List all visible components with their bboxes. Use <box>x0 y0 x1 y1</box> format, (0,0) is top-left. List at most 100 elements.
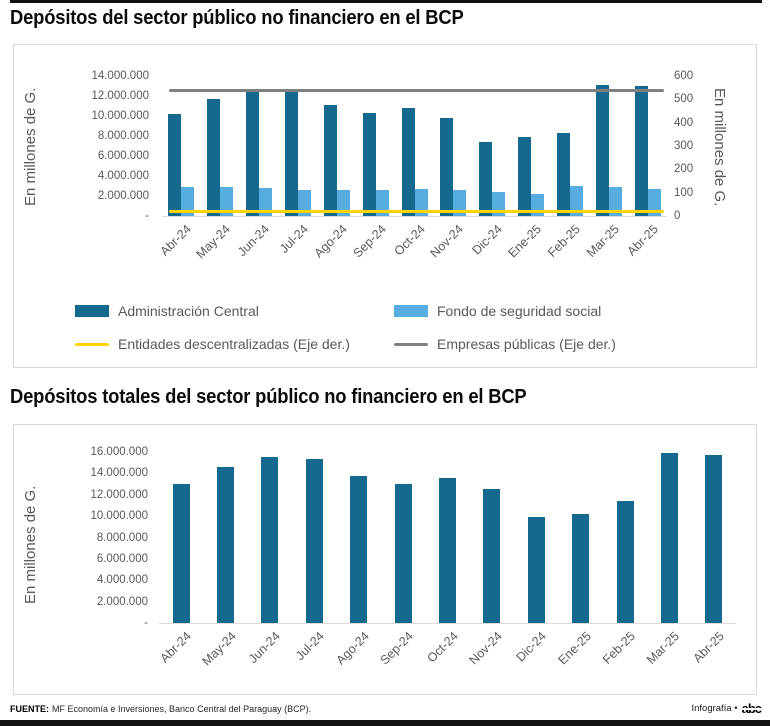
chart1-title: Depósitos del sector público no financie… <box>10 7 464 29</box>
y-axis-tick: 16.000.000 <box>90 446 148 458</box>
x-axis-label: Dic-24 <box>513 629 550 665</box>
bar-depositos-totales <box>172 484 190 623</box>
bar-depositos-totales <box>394 484 412 623</box>
legend-swatch-entidades-descentralizadas-eje-der <box>75 342 109 346</box>
bar-depositos-totales <box>350 476 368 623</box>
bar-administracion-central <box>634 86 648 216</box>
bar-fondo-de-seguridad-social <box>220 187 234 216</box>
x-axis-label: Abr-25 <box>690 629 727 666</box>
source-note: FUENTE: MF Economía e Inversiones, Banco … <box>10 704 311 714</box>
bar-administracion-central <box>440 118 454 216</box>
credit-text: Infografía • <box>691 703 738 714</box>
bottom-rule <box>0 720 770 726</box>
chart2-title: Depósitos totales del sector público no … <box>10 386 527 408</box>
bar-administracion-central <box>323 105 337 216</box>
y-axis-tick: 8.000.000 <box>96 531 148 544</box>
line-empresas-publicas-eje-der <box>169 88 664 92</box>
bar-depositos-totales <box>439 478 456 623</box>
bar-depositos-totales <box>616 501 634 623</box>
bar-depositos-totales <box>660 453 678 623</box>
bar-administracion-central <box>479 142 493 216</box>
y-axis-tick-right: 300 <box>674 140 694 152</box>
x-axis-line <box>162 216 667 217</box>
legend-label: Entidades descentralizadas (Eje der.) <box>118 336 350 352</box>
y-axis-tick: 14.000.000 <box>90 467 148 480</box>
x-axis-label: Jul-24 <box>293 629 328 663</box>
chart2-left-axis-label: En millones de G. <box>22 485 39 605</box>
y-axis-tick: 14.000.000 <box>91 70 149 82</box>
legend-swatch-administracion-central <box>75 305 109 317</box>
x-axis-label: Sep-24 <box>377 629 417 668</box>
bar-fondo-de-seguridad-social <box>181 187 195 216</box>
y-axis-tick: - <box>145 210 149 222</box>
y-axis-tick: 2.000.000 <box>97 190 149 202</box>
legend-item-fondo-de-seguridad-social: Fondo de seguridad social <box>394 303 601 319</box>
y-axis-tick: 12.000.000 <box>91 90 149 102</box>
y-axis-tick-right: 0 <box>674 210 681 222</box>
y-axis-tick: 4.000.000 <box>96 574 148 587</box>
y-axis-tick: 4.000.000 <box>97 170 149 182</box>
legend-swatch-empresas-publicas-eje-der <box>394 342 428 346</box>
y-axis-tick: 12.000.000 <box>90 488 148 501</box>
x-axis-label: Oct-24 <box>423 629 461 666</box>
bar-fondo-de-seguridad-social <box>608 187 622 216</box>
x-axis-label: Ene-25 <box>555 629 594 668</box>
bar-depositos-totales <box>305 459 323 623</box>
bar-fondo-de-seguridad-social <box>375 190 389 216</box>
bar-administracion-central <box>284 91 298 216</box>
bar-depositos-totales <box>217 467 235 623</box>
y-axis-tick: 10.000.000 <box>91 110 149 122</box>
bar-administracion-central <box>556 133 570 216</box>
y-axis-tick-right: 100 <box>674 186 694 199</box>
source-label: FUENTE: <box>10 704 49 714</box>
y-axis-tick: 6.000.000 <box>97 150 149 162</box>
bar-fondo-de-seguridad-social <box>414 189 428 216</box>
chart2-panel: En millones de G. 16.000.000 14.000.000 12… <box>13 424 757 695</box>
x-axis-label: Nov-24 <box>466 629 505 668</box>
bar-administracion-central <box>518 137 532 216</box>
bar-fondo-de-seguridad-social <box>297 190 311 216</box>
bar-fondo-de-seguridad-social <box>569 186 583 216</box>
bar-depositos-totales <box>527 517 545 623</box>
y-axis-tick-right: 200 <box>674 163 694 176</box>
x-axis-label: Ago-24 <box>333 629 372 668</box>
y-axis-tick: 2.000.000 <box>96 595 148 608</box>
chart1-panel: En millones de G. 14.000.000 12.000.000 10… <box>13 44 757 368</box>
legend-label: Empresas públicas (Eje der.) <box>437 336 616 352</box>
bar-depositos-totales <box>483 489 501 623</box>
line-entidades-descentralizadas-eje-der <box>169 209 664 213</box>
legend-item-administracion-central: Administración Central <box>75 303 259 319</box>
bar-administracion-central <box>207 99 221 216</box>
x-axis-label: Jun-24 <box>245 629 283 666</box>
legend-item-entidades-descentralizadas-eje-der: Entidades descentralizadas (Eje der.) <box>75 336 350 352</box>
x-axis-label: Abr-24 <box>157 629 195 666</box>
legend-label: Administración Central <box>118 303 259 319</box>
bar-fondo-de-seguridad-social <box>647 189 661 216</box>
abc-logo: abc <box>741 701 762 716</box>
source-text: MF Economía e Inversiones, Banco Central… <box>52 704 312 714</box>
bar-administracion-central <box>595 85 609 216</box>
bar-administracion-central <box>168 114 182 216</box>
y-axis-tick: 8.000.000 <box>97 130 149 142</box>
y-axis-tick-right: 400 <box>674 116 694 129</box>
legend-swatch-fondo-de-seguridad-social <box>394 305 428 317</box>
legend-item-empresas-publicas-eje-der: Empresas públicas (Eje der.) <box>394 336 616 352</box>
y-axis-tick-right: 600 <box>674 70 694 82</box>
credit: Infografía • abc <box>691 701 762 716</box>
y-axis-tick: 6.000.000 <box>96 552 148 565</box>
legend-label: Fondo de seguridad social <box>437 303 602 319</box>
top-rule <box>10 0 762 3</box>
bar-depositos-totales <box>572 514 590 623</box>
bar-fondo-de-seguridad-social <box>259 188 273 216</box>
y-axis-tick: - <box>144 617 148 629</box>
x-axis-label: Mar-25 <box>644 629 683 667</box>
bar-depositos-totales <box>705 455 723 623</box>
bar-fondo-de-seguridad-social <box>336 190 350 216</box>
chart1-right-axis-label: En millones de G. <box>711 87 728 207</box>
y-axis-tick-right: 500 <box>674 93 694 106</box>
x-axis-line <box>159 623 736 624</box>
bar-depositos-totales <box>261 457 279 623</box>
bar-fondo-de-seguridad-social <box>453 190 467 216</box>
chart1-left-axis-label: En millones de G. <box>22 87 39 207</box>
